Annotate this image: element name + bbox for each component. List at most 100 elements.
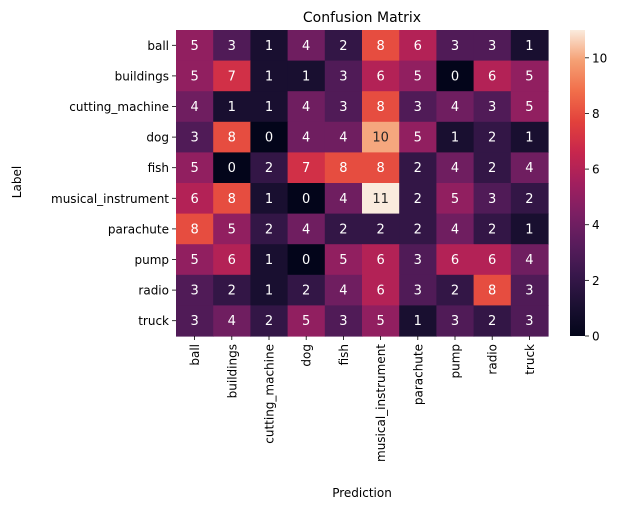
colorbar-tick-label: 6 (592, 163, 600, 177)
cell-value: 3 (190, 131, 198, 146)
cell-value: 2 (376, 222, 384, 237)
heatmap-cell (250, 121, 289, 153)
heatmap-cell (324, 244, 363, 276)
cell-value: 4 (525, 161, 533, 176)
cell-value: 1 (265, 100, 273, 115)
cell-value: 10 (372, 131, 389, 146)
heatmap-cell (362, 183, 400, 215)
cell-value: 6 (376, 253, 384, 268)
heatmap-cell (213, 305, 251, 337)
heatmap-cell (399, 91, 437, 123)
colorbar-tick-label: 8 (592, 107, 600, 121)
cell-value: 2 (525, 192, 533, 207)
heatmap-cell (436, 121, 475, 153)
heatmap-cell (362, 213, 400, 245)
heatmap-cell (213, 60, 251, 92)
heatmap-cell (250, 213, 289, 245)
cell-value: 3 (525, 284, 533, 299)
cell-value: 1 (302, 69, 310, 84)
heatmap-cell (399, 152, 437, 184)
heatmap-cell (436, 152, 475, 184)
cell-value: 2 (265, 222, 273, 237)
heatmap-cell (473, 152, 512, 184)
cell-value: 1 (525, 222, 533, 237)
heatmap-cell (176, 274, 214, 306)
cell-value: 4 (302, 222, 310, 237)
cell-value: 5 (525, 100, 533, 115)
cell-value: 8 (376, 39, 384, 54)
heatmap-cell (399, 244, 437, 276)
heatmap-cell (399, 305, 437, 337)
cell-value: 3 (228, 39, 236, 54)
heatmap-cell (510, 152, 549, 184)
cell-value: 3 (190, 314, 198, 329)
y-tick-label: fish (148, 161, 169, 175)
heatmap-cell (287, 183, 326, 215)
cell-value: 4 (302, 100, 310, 115)
cell-value: 3 (451, 39, 459, 54)
cell-value: 2 (414, 192, 422, 207)
heatmap-cell (176, 152, 214, 184)
heatmap-cell (399, 60, 437, 92)
heatmap-cell (324, 183, 363, 215)
heatmap-cell (436, 30, 475, 62)
y-tick-label: musical_instrument (51, 192, 169, 206)
heatmap-cell (176, 305, 214, 337)
cell-value: 3 (525, 314, 533, 329)
heatmap-cell (250, 60, 289, 92)
y-tick-label: pump (134, 253, 169, 267)
heatmap-cell (436, 274, 475, 306)
cell-value: 4 (228, 314, 236, 329)
cell-value: 0 (451, 69, 459, 84)
colorbar-tick-label: 2 (592, 274, 600, 288)
cell-value: 5 (228, 222, 236, 237)
heatmap-cell (250, 274, 289, 306)
x-tick-label: dog (300, 344, 314, 367)
heatmap-cell (362, 91, 400, 123)
heatmap-cell (510, 274, 549, 306)
x-tick-label: cutting_machine (263, 344, 277, 444)
cell-value: 8 (488, 284, 496, 299)
heatmap-cell (399, 183, 437, 215)
cell-value: 11 (372, 192, 389, 207)
heatmap-cell (436, 60, 475, 92)
cell-value: 0 (265, 131, 273, 146)
cell-value: 1 (451, 131, 459, 146)
cell-value: 8 (376, 100, 384, 115)
heatmap-cell (362, 274, 400, 306)
cell-value: 0 (302, 192, 310, 207)
colorbar-tick-label: 0 (592, 330, 600, 344)
y-tick-label: dog (146, 131, 169, 145)
cell-value: 5 (190, 39, 198, 54)
cell-value: 5 (376, 314, 384, 329)
cell-value: 2 (488, 131, 496, 146)
cell-value: 0 (228, 161, 236, 176)
cell-value: 1 (265, 253, 273, 268)
x-tick-label: ball (188, 344, 202, 366)
heatmap-cell (510, 91, 549, 123)
heatmap-cell (287, 30, 326, 62)
cell-value: 2 (488, 161, 496, 176)
heatmap-cell (324, 30, 363, 62)
heatmap-cell (473, 60, 512, 92)
heatmap-cell (287, 152, 326, 184)
x-tick-label: radio (486, 344, 500, 375)
heatmap-cell (250, 305, 289, 337)
cell-value: 2 (265, 314, 273, 329)
heatmap-cell (510, 121, 549, 153)
cell-value: 4 (302, 39, 310, 54)
heatmap-cell (436, 244, 475, 276)
cell-value: 2 (488, 314, 496, 329)
cell-value: 3 (414, 284, 422, 299)
heatmap-cell (213, 244, 251, 276)
cell-value-labels: 5 3 1 4 2 8 6 3 3 15 7 1 1 3 6 5 0 6 54 1 1 4 3 8 3 4 3 53 8 0 4 4 10 5 1 2… (190, 39, 533, 329)
heatmap-cell (213, 152, 251, 184)
cell-value: 6 (488, 253, 496, 268)
heatmap-cell (176, 91, 214, 123)
heatmap-cell (473, 305, 512, 337)
cell-value: 2 (228, 284, 236, 299)
x-tick-label: pump (449, 344, 463, 379)
cell-value: 8 (228, 131, 236, 146)
heatmap-cells (176, 30, 549, 337)
